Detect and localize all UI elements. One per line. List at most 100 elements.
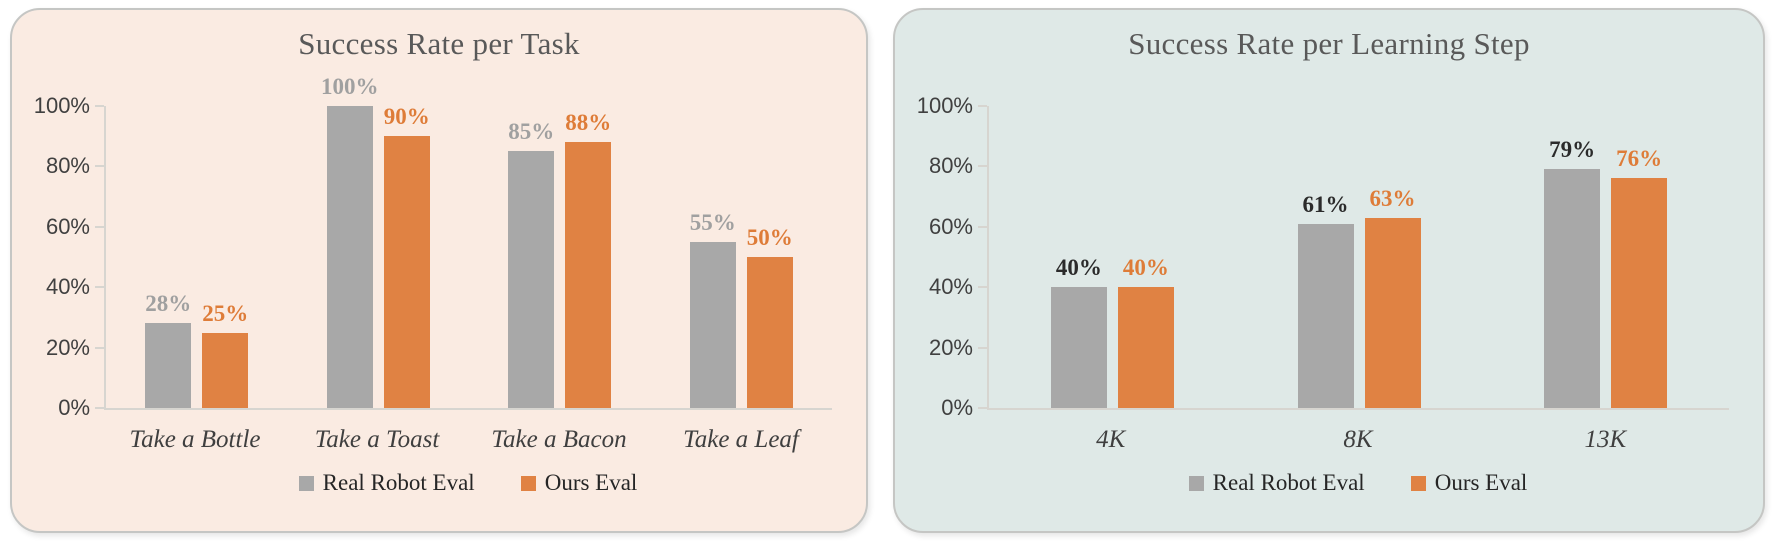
category-label: Take a Bacon — [491, 426, 627, 453]
bar-value-label: 61% — [1302, 191, 1349, 217]
legend-swatch — [1410, 475, 1426, 491]
legend-swatch — [298, 475, 314, 491]
bar-wrap: 100% — [321, 75, 379, 408]
plot-area: 28% 25% 100% 90% 85% 88% 55% 50% — [95, 75, 833, 410]
y-axis-tick-label: 80% — [928, 153, 973, 179]
bar-group: 85% 88% — [469, 106, 651, 408]
bar-ours-eval — [202, 332, 249, 408]
bar-value-label: 25% — [202, 300, 249, 326]
bar-wrap: 61% — [1297, 106, 1354, 408]
category-label: Take a Leaf — [683, 426, 799, 453]
category-label: 13K — [1584, 426, 1627, 453]
y-axis-tick-label: 0% — [58, 395, 90, 420]
plot-area: 40% 40% 61% 63% 79% 76% — [978, 105, 1729, 410]
y-axis-tick-label: 60% — [928, 213, 973, 239]
y-axis-tick — [95, 165, 104, 168]
y-axis-tick — [95, 225, 104, 228]
bar-wrap: 85% — [508, 106, 555, 408]
bar-real-robot-eval — [145, 323, 192, 408]
bar-value-label: 88% — [565, 110, 612, 136]
bar-wrap: 40% — [1050, 106, 1107, 408]
y-axis-tick-label: 100% — [33, 93, 90, 118]
bar-value-label: 90% — [383, 104, 430, 130]
y-axis-tick — [978, 105, 987, 107]
bar-ours-eval — [565, 142, 612, 408]
legend-item-real-robot-eval: Real Robot Eval — [298, 470, 475, 496]
bar-ours-eval — [1117, 287, 1174, 408]
y-axis-tick-label: 0% — [941, 395, 973, 420]
bar-real-robot-eval — [326, 106, 373, 408]
bar-value-label: 63% — [1369, 185, 1416, 211]
bar-wrap: 25% — [202, 106, 249, 408]
bar-ours-eval — [1611, 178, 1668, 408]
bar-group: 40% 40% — [989, 106, 1236, 408]
category-row: 4K 8K 13K — [987, 426, 1729, 454]
y-axis-tick-label: 60% — [45, 213, 90, 239]
y-axis-tick-label: 20% — [928, 334, 973, 360]
plot-column: 40% 40% 61% 63% 79% 76% 4K 8K 13K Real Robot Eval… — [978, 105, 1729, 496]
y-axis-tick — [95, 346, 104, 349]
y-axis-tick — [978, 225, 987, 228]
y-axis: 0% 20% 40% 60% 80% 100% — [12, 93, 104, 420]
chart-title: Success Rate per Learning Step — [1128, 26, 1530, 61]
bar-wrap: 50% — [746, 106, 793, 408]
category-label: 4K — [1096, 426, 1126, 453]
bar-value-label: 40% — [1122, 255, 1169, 281]
bar-wrap: 55% — [689, 106, 736, 408]
bar-value-label: 40% — [1055, 255, 1102, 281]
legend-item-real-robot-eval: Real Robot Eval — [1188, 470, 1365, 496]
legend-swatch — [1188, 475, 1204, 491]
bar-value-label: 50% — [746, 225, 793, 250]
y-axis-tick — [978, 286, 987, 289]
bar-group: 28% 25% — [106, 106, 288, 408]
bar-value-label: 28% — [145, 291, 192, 317]
y-axis-tick-label: 40% — [928, 274, 973, 300]
bar-wrap: 40% — [1117, 106, 1174, 408]
bar-group: 61% 63% — [1236, 106, 1483, 408]
y-axis-tick — [978, 407, 987, 409]
y-axis-tick-label: 100% — [916, 93, 973, 118]
category-label: Take a Toast — [314, 426, 440, 453]
y-axis-tick — [95, 105, 104, 107]
y-axis-tick — [978, 165, 987, 168]
chart-title: Success Rate per Task — [298, 26, 580, 61]
y-axis-tick-label: 40% — [45, 274, 90, 300]
bar-group: 100% 90% — [288, 75, 470, 408]
legend-label: Ours Eval — [544, 470, 638, 495]
chart-body: 0% 20% 40% 60% 80% 100% 40% 40% 61% 63% 79% 76% 4K 8K… — [895, 93, 1763, 496]
bar-real-robot-eval — [1544, 169, 1601, 408]
y-axis: 0% 20% 40% 60% 80% 100% — [895, 93, 987, 420]
legend-label: Real Robot Eval — [1212, 470, 1365, 495]
y-axis-tick-label: 20% — [45, 334, 90, 360]
bar-value-label: 55% — [689, 209, 736, 235]
y-axis-tick — [95, 286, 104, 289]
y-axis-tick — [95, 407, 104, 409]
legend-label: Ours Eval — [1434, 470, 1528, 495]
legend: Real Robot Eval Ours Eval — [104, 470, 832, 496]
bar-wrap: 76% — [1611, 106, 1668, 408]
bar-real-robot-eval — [689, 241, 736, 408]
legend-item-ours-eval: Ours Eval — [520, 470, 638, 496]
bar-real-robot-eval — [1297, 223, 1354, 408]
bar-group: 55% 50% — [651, 106, 833, 408]
bar-wrap: 63% — [1364, 106, 1421, 408]
legend-item-ours-eval: Ours Eval — [1410, 470, 1528, 496]
bar-ours-eval — [383, 136, 430, 408]
plot-column: 28% 25% 100% 90% 85% 88% 55% 50% Take a Bottle Ta… — [95, 75, 833, 496]
legend: Real Robot Eval Ours Eval — [987, 470, 1729, 496]
bar-wrap: 90% — [383, 104, 430, 408]
bar-wrap: 28% — [145, 106, 192, 408]
chart-card-success-rate-per-learning-step: Success Rate per Learning Step 0% 20% 40% 6… — [893, 8, 1765, 533]
bar-real-robot-eval — [508, 151, 555, 408]
bar-wrap: 88% — [565, 106, 612, 408]
bar-value-label: 85% — [508, 119, 555, 145]
bar-ours-eval — [1364, 217, 1421, 408]
bar-ours-eval — [746, 257, 793, 408]
chart-body: 0% 20% 40% 60% 80% 100% 28% 25% 100% 90% 85% 88% 55%… — [12, 75, 866, 496]
bar-value-label: 79% — [1549, 137, 1596, 163]
bar-chart-per-learning-step: 0% 20% 40% 60% 80% 100% 40% 40% 61% 63% 79% 76% 4K 8K… — [895, 93, 1763, 496]
bar-real-robot-eval — [1050, 287, 1107, 408]
bar-chart-per-task: 0% 20% 40% 60% 80% 100% 28% 25% 100% 90% 85% 88% 55%… — [12, 75, 866, 496]
legend-label: Real Robot Eval — [322, 470, 475, 495]
